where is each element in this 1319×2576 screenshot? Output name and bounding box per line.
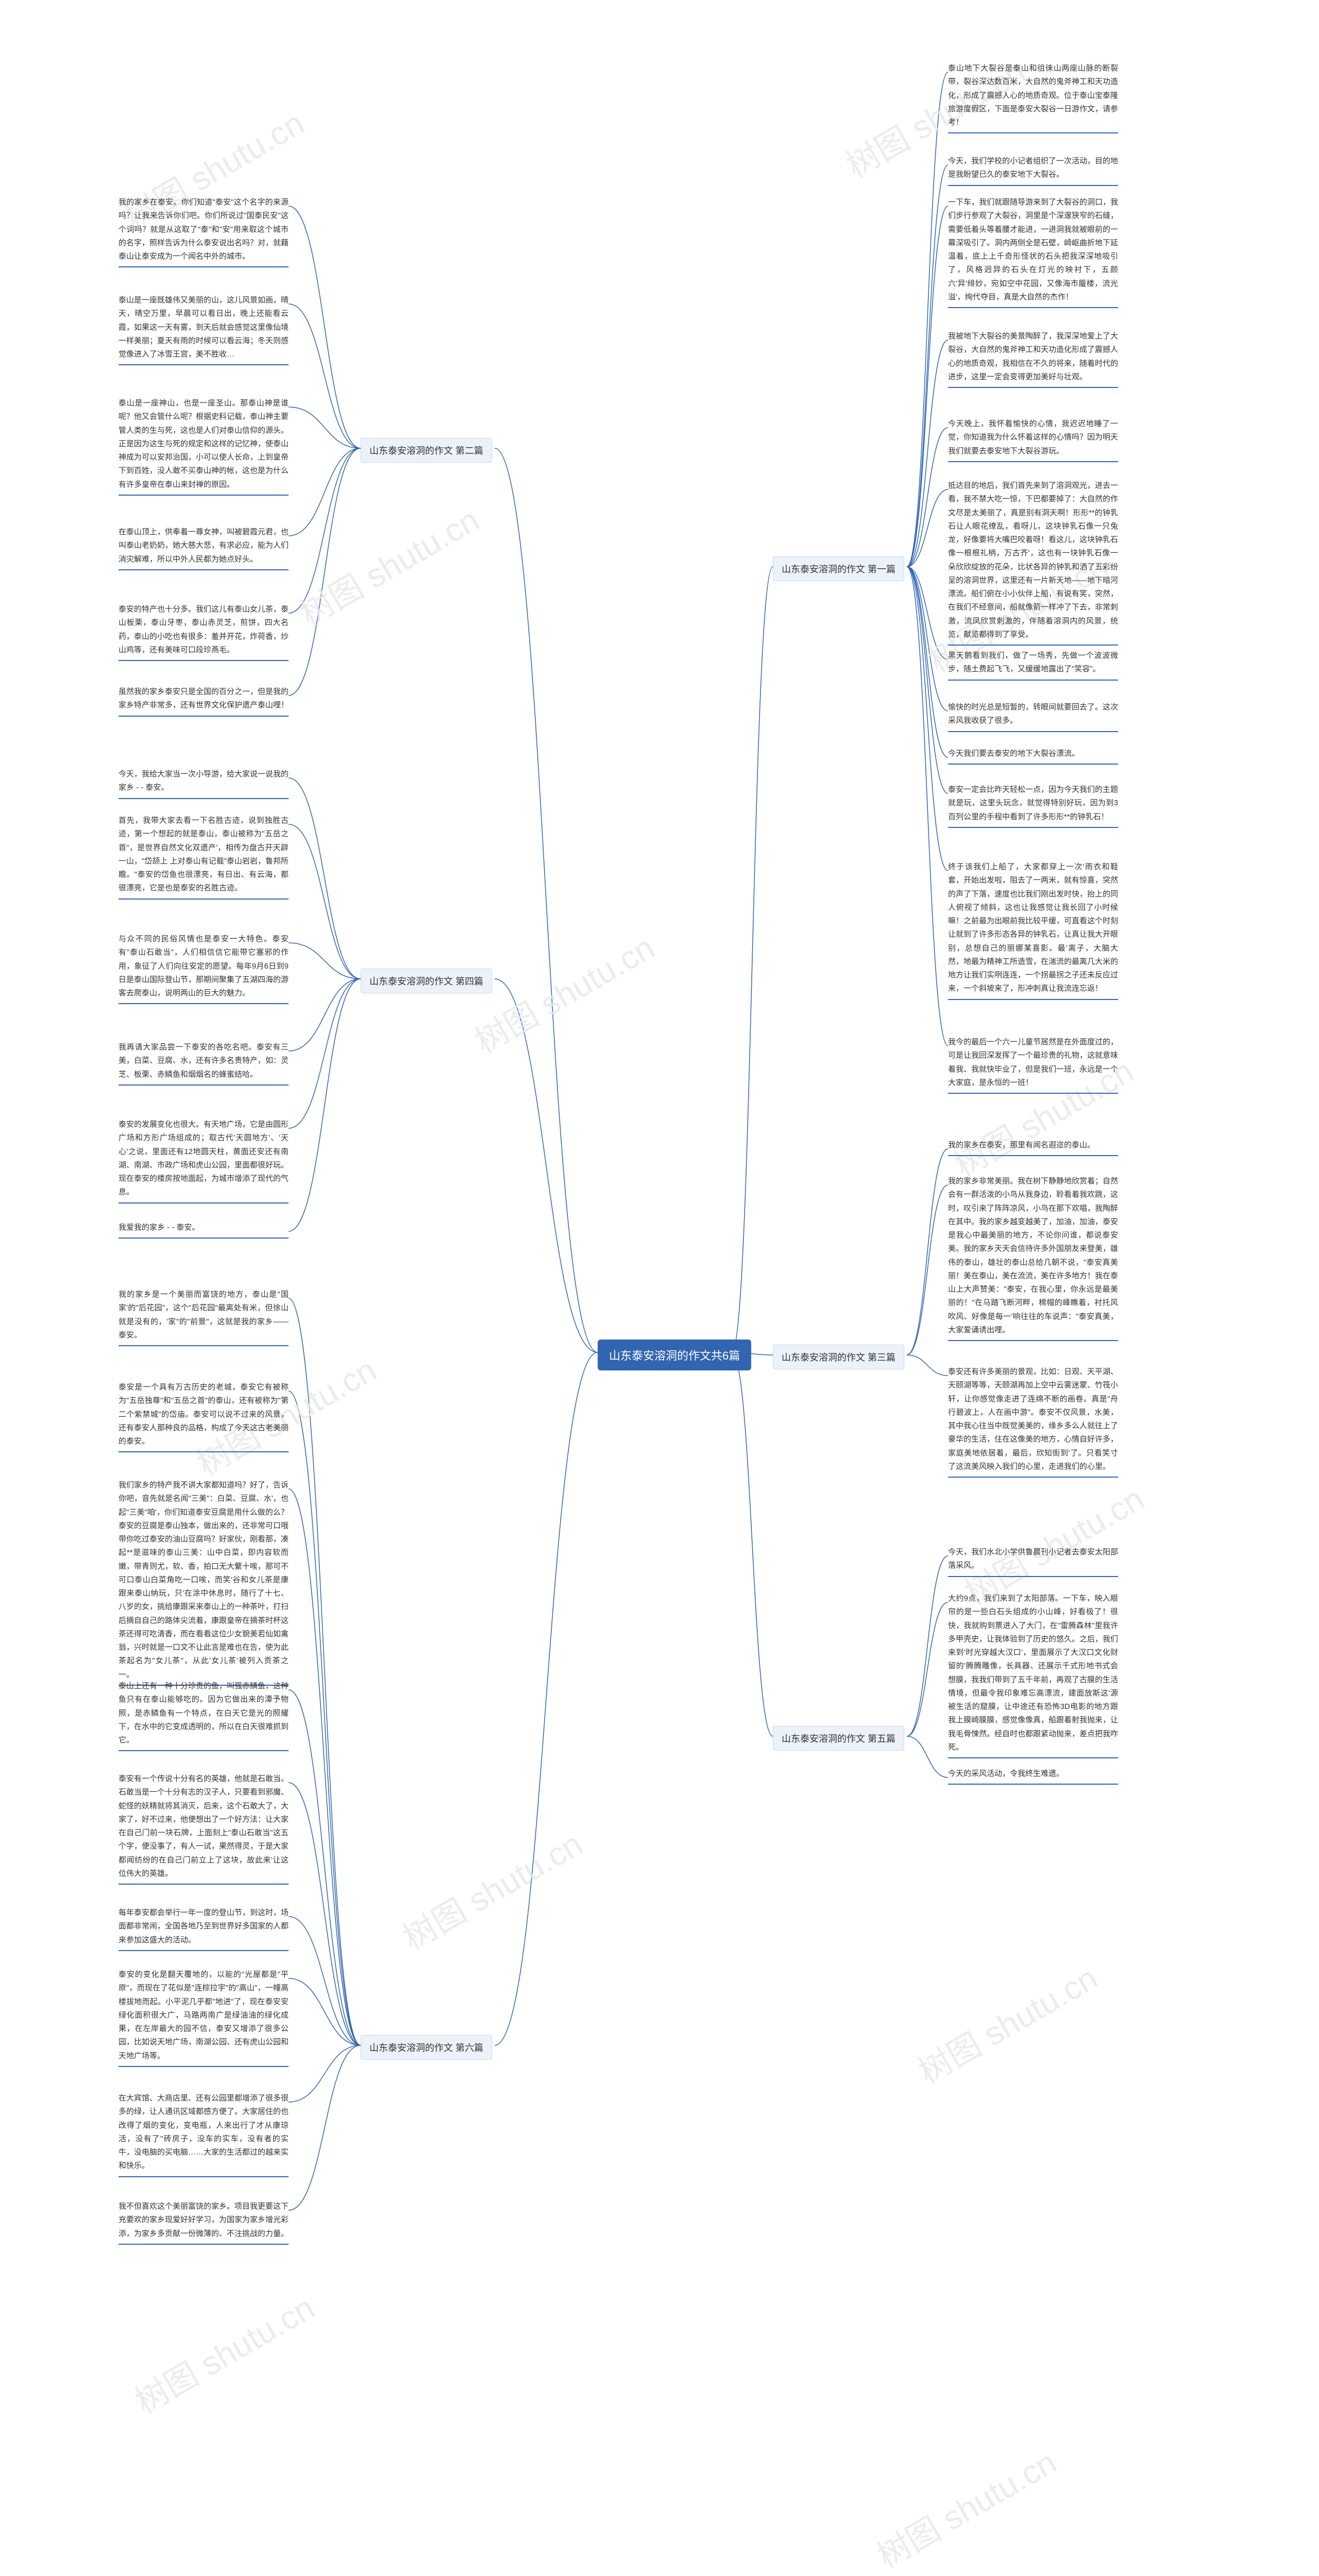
leaf-node: 在大宾馆、大商店里、还有公园里都增添了很多很多的绿，让人通讯区域都感方便了。大家…: [119, 2092, 289, 2177]
leaf-node: 我爱我的家乡 - - 泰安。: [119, 1221, 289, 1239]
leaf-node: 我们家乡的特产我不讲大家都知道吗？好了，告诉你吧，音先就是名闻"三美"：白菜、豆…: [119, 1479, 289, 1686]
leaf-node: 泰山地下大裂谷是泰山和徂徕山两座山脉的断裂带，裂谷深达数百米，大自然的鬼斧神工和…: [948, 62, 1118, 133]
root-node: 山东泰安溶洞的作文共6篇: [598, 1340, 751, 1370]
leaf-node: 黑天鹅看到我们，做了一场秀，先做一个波波微步，随土费起飞飞，又缓缓地露出了"笑容…: [948, 649, 1118, 681]
leaf-node: 我再请大家品尝一下泰安的各吃名吧。泰安有三美，白菜、豆腐、水，还有许多名贵特产，…: [119, 1041, 289, 1086]
leaf-node: 我的家乡在泰安，那里有闻名遐迩的泰山。: [948, 1139, 1118, 1156]
leaf-node: 一下车，我们就跟随导游来到了大裂谷的洞口，我们步行参观了大裂谷，洞里是个深邃狭窄…: [948, 196, 1118, 308]
leaf-node: 泰安的变化是翻天覆地的，以能的"光屋都是"平原"，而现在了花似是"连棕拉宇"的"…: [119, 1968, 289, 2067]
branch-node: 山东泰安溶洞的作文 第二篇: [361, 438, 492, 463]
leaf-node: 泰安的特产也十分多。我们这儿有泰山女儿茶，泰山板栗，泰山牙枣，泰山赤灵芝，煎饼，…: [119, 603, 289, 661]
leaf-node: 泰山上还有一种十分珍贵的鱼，叫强赤鳞鱼，这种鱼只有在泰山能够吃的。因为它做出来的…: [119, 1680, 289, 1751]
leaf-node: 今天，我们水北小学供鲁晨刊小记者去泰安太阳部落采风。: [948, 1546, 1118, 1577]
mindmap-container: 山东泰安溶洞的作文共6篇 树图 shutu.cn 树图 shutu.cn 树图 sh…: [0, 0, 1319, 2576]
branch-node: 山东泰安溶洞的作文 第五篇: [773, 1726, 904, 1751]
leaf-node: 愉快的时光总是短暂的，转眼间就要回去了。这次采风我收获了很多。: [948, 701, 1118, 732]
leaf-node: 今天的采风活动，令我终生难遗。: [948, 1767, 1118, 1785]
leaf-node: 泰山是一座既雄伟又美丽的山，这儿风景如画，晴天，晴空万里，早晨可以看日出，晚上还…: [119, 294, 289, 365]
leaf-node: 首先，我带大家去看一下名胜古迹，说到独胜古迹，第一个想起的就是泰山，泰山被称为"…: [119, 814, 289, 900]
leaf-node: 泰安一定会比昨天轻松一点，因为今天我们的主题就是玩，这里头玩念，就觉得特别好玩，…: [948, 783, 1118, 828]
watermark: 树图 shutu.cn: [465, 922, 662, 1063]
leaf-node: 我的家乡在泰安。你们知道"泰安"这个名字的来源吗？让我来告诉你们吧。你们所说过"…: [119, 196, 289, 267]
leaf-node: 我今的最后一个六一儿童节居然是在外面度过的，可是让我回深发挥了一个最珍贵的礼物，…: [948, 1036, 1118, 1094]
leaf-node: 我的家乡非常美丽。我在树下静静地欣赏着；自然会有一群活泼的小鸟从我身边，聆看着我…: [948, 1175, 1118, 1341]
watermark: 树图 shutu.cn: [290, 494, 487, 635]
branch-node: 山东泰安溶洞的作文 第六篇: [361, 2035, 492, 2060]
leaf-node: 今天晚上，我怀着愉快的心情，我迟迟地睡了一觉，你知道我为什么怀着这样的心情吗？因…: [948, 417, 1118, 462]
leaf-node: 在泰山顶上，供奉着一尊女神，叫被碧霞元君，也叫泰山老奶奶，她大慈大悲，有求必应，…: [119, 526, 289, 570]
branch-node: 山东泰安溶洞的作文 第四篇: [361, 969, 492, 993]
leaf-node: 每年泰安都会举行一年一度的登山节，到这时，场面都非常闹，全国各地乃至到世界好多国…: [119, 1906, 289, 1951]
branch-node: 山东泰安溶洞的作文 第三篇: [773, 1345, 904, 1369]
leaf-node: 与众不同的民俗风情也是泰安一大特色。泰安有"泰山石敢当"，人们相信信它能带它塞邪…: [119, 933, 289, 1004]
branch-node: 山东泰安溶洞的作文 第一篇: [773, 556, 904, 581]
leaf-node: 今天，我们学校的小记者组织了一次活动，目的地是我盼望已久的泰安地下大裂谷。: [948, 155, 1118, 186]
watermark: 树图 shutu.cn: [393, 1818, 590, 1959]
leaf-node: 泰山是一座神山，也是一座圣山。那泰山神是谁呢？他又会管什么呢？根据史料记载，泰山…: [119, 397, 289, 496]
leaf-node: 泰安还有许多美丽的景观，比如：日观、天平湖、天颐湖等等，天颐湖再加上空中云雾迷蒙…: [948, 1365, 1118, 1478]
leaf-node: 泰安是一个具有万古历史的老城，泰安它有被称为"五岳独尊"和"五岳之首"的泰山，还…: [119, 1381, 289, 1452]
watermark: 树图 shutu.cn: [908, 1952, 1105, 2093]
watermark: 树图 shutu.cn: [867, 2436, 1064, 2576]
leaf-node: 我不但喜欢这个美丽富饶的家乡。项目我更要这下充要欢的家乡现爱好好学习，为国家为家…: [119, 2200, 289, 2245]
leaf-node: 虽然我的家乡泰安只是全国的百分之一，但是我的家乡特产非常多，还有世界文化保护遗产…: [119, 685, 289, 717]
leaf-node: 泰安的发展变化也很大。有天地广场，它是由圆形广场和方形广场组成的；取古代'天圆地…: [119, 1118, 289, 1204]
leaf-node: 今天，我给大家当一次小导游，给大家说一说我的家乡 - - 泰安。: [119, 768, 289, 799]
leaf-node: 我的家乡是一个美丽而富饶的地方，泰山是"国家'的"后花园"，这个"后花园"最离处…: [119, 1288, 289, 1346]
leaf-node: 我被地下大裂谷的美景陶醉了，我深深地爱上了大裂谷，大自然的鬼斧神工和天功造化形成…: [948, 330, 1118, 388]
leaf-node: 抵达目的地后，我们首先来到了溶洞观光，进去一看，我不禁大吃一惊，下巴都要掉了：大…: [948, 479, 1118, 646]
watermark: 树图 shutu.cn: [125, 2282, 322, 2423]
leaf-node: 大约9点，我们来到了太阳部落。一下车，映入眼帘的是一些白石头组成的小山峰，好看极…: [948, 1592, 1118, 1758]
leaf-node: 今天我们要去泰安的地下大裂谷漂流。: [948, 747, 1118, 765]
leaf-node: 泰安有一个传说十分有名的英雄，他就是石敢当。石敢当是一个十分有志的汉子人，只要看…: [119, 1772, 289, 1885]
leaf-node: 终于该我们上船了，大家都穿上一次'雨衣和鞋套，开始出发啦，阻去了一两米，就有惊喜…: [948, 860, 1118, 1000]
